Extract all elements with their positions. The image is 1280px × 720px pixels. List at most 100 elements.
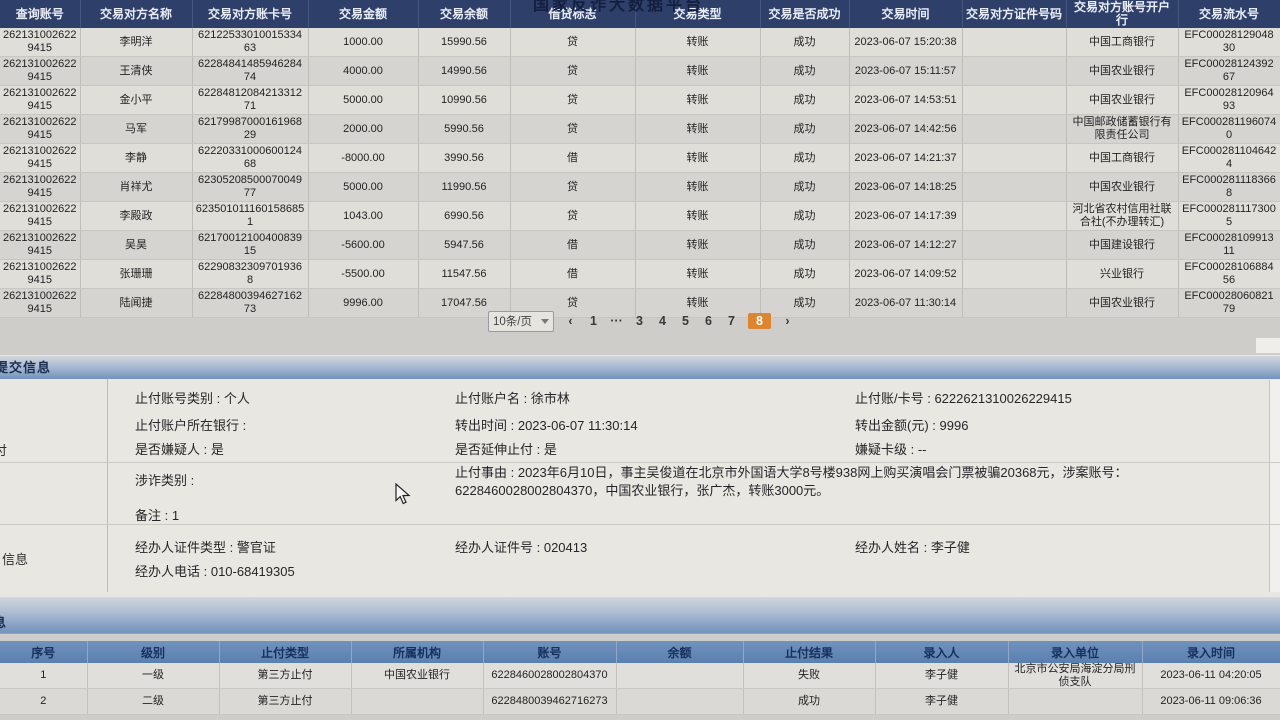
column-header: 止付结果 bbox=[743, 641, 876, 663]
column-header: 交易对方账卡号 bbox=[192, 0, 309, 28]
column-header: 交易是否成功 bbox=[760, 0, 850, 28]
column-header: 交易对方账号开户行 bbox=[1066, 0, 1179, 28]
page-number[interactable]: 5 bbox=[682, 314, 689, 328]
table-row: 2621310026229415 马军 6217998700016196829 … bbox=[0, 114, 1280, 144]
page-number[interactable]: 4 bbox=[659, 314, 666, 328]
cell-counterparty-id bbox=[962, 288, 1067, 318]
field-bank: 止付账户所在银行 : bbox=[135, 418, 247, 433]
cell-level: 二级 bbox=[87, 688, 220, 716]
cell-balance: 5990.56 bbox=[418, 114, 511, 144]
cell-time: 2023-06-07 14:42:56 bbox=[849, 114, 963, 144]
cell-level: 一级 bbox=[87, 663, 220, 690]
page-number[interactable]: 7 bbox=[728, 314, 735, 328]
cell-bank: 中国建设银行 bbox=[1066, 230, 1179, 260]
cell-org bbox=[351, 688, 484, 716]
cell-query-account: 2621310026229415 bbox=[0, 259, 81, 289]
cell-success: 成功 bbox=[760, 230, 850, 260]
cell-debit-credit-flag: 贷 bbox=[510, 56, 636, 86]
page-number[interactable]: 6 bbox=[705, 314, 712, 328]
cell-transaction-type: 转账 bbox=[635, 172, 761, 202]
cell-query-account: 2621310026229415 bbox=[0, 56, 81, 86]
cell-query-account: 2621310026229415 bbox=[0, 172, 81, 202]
field-transfer-amount: 转出金额(元) : 9996 bbox=[855, 418, 969, 433]
table-row: 2621310026229415 张珊珊 622908323097019368 … bbox=[0, 259, 1280, 289]
cell-debit-credit-flag: 借 bbox=[510, 230, 636, 260]
field-operator-name: 经办人姓名 : 李子健 bbox=[855, 540, 970, 555]
cell-transaction-type: 转账 bbox=[635, 288, 761, 318]
cell-success: 成功 bbox=[760, 28, 850, 57]
cell-serial: EFC0002811960740 bbox=[1178, 114, 1280, 144]
page-number[interactable]: 1 bbox=[590, 314, 597, 328]
cell-serial: EFC0002810991311 bbox=[1178, 230, 1280, 260]
page-number[interactable]: ··· bbox=[610, 314, 623, 328]
cell-query-account: 2621310026229415 bbox=[0, 230, 81, 260]
cell-serial: EFC0002812096493 bbox=[1178, 85, 1280, 115]
column-header: 账号 bbox=[483, 641, 617, 663]
cell-success: 成功 bbox=[760, 143, 850, 173]
cell-transaction-type: 转账 bbox=[635, 143, 761, 173]
cell-counterparty-id bbox=[962, 230, 1067, 260]
cell-amount: -5500.00 bbox=[308, 259, 419, 289]
column-header: 级别 bbox=[87, 641, 220, 663]
mouse-cursor bbox=[395, 483, 411, 505]
page-number[interactable]: 3 bbox=[636, 314, 643, 328]
cell-amount: 4000.00 bbox=[308, 56, 419, 86]
cell-counterparty-card: 6217001210040083915 bbox=[192, 230, 309, 260]
cell-query-account: 2621310026229415 bbox=[0, 201, 81, 231]
cell-seq: 2 bbox=[0, 688, 88, 716]
table-row: 1 一级 第三方止付 中国农业银行 6228460028002804370 失败… bbox=[0, 663, 1280, 690]
cell-counterparty-id bbox=[962, 172, 1067, 202]
cell-debit-credit-flag: 贷 bbox=[510, 114, 636, 144]
cell-transaction-type: 转账 bbox=[635, 259, 761, 289]
cell-operator: 李子健 bbox=[875, 688, 1009, 716]
cell-counterparty-name: 李殿政 bbox=[80, 201, 193, 231]
cell-bank: 中国农业银行 bbox=[1066, 56, 1179, 86]
field-stop-reason: 止付事由 : 2023年6月10日，事主吴俊道在北京市外国语大学8号楼938网上… bbox=[455, 465, 1128, 499]
column-header: 交易时间 bbox=[849, 0, 963, 28]
column-header: 所属机构 bbox=[351, 641, 484, 663]
column-header: 录入时间 bbox=[1142, 641, 1280, 663]
scrollbar-corner bbox=[1256, 338, 1280, 353]
cell-balance: 15990.56 bbox=[418, 28, 511, 57]
cell-query-account: 2621310026229415 bbox=[0, 85, 81, 115]
cell-debit-credit-flag: 借 bbox=[510, 143, 636, 173]
cell-amount: -8000.00 bbox=[308, 143, 419, 173]
cell-serial: EFC0002811173005 bbox=[1178, 201, 1280, 231]
cell-counterparty-name: 李明洋 bbox=[80, 28, 193, 57]
cell-account: 6228460028002804370 bbox=[483, 663, 617, 690]
cell-counterparty-name: 金小平 bbox=[80, 85, 193, 115]
cell-counterparty-card: 6217998700016196829 bbox=[192, 114, 309, 144]
cell-counterparty-card: 6230520850007004977 bbox=[192, 172, 309, 202]
cell-counterparty-id bbox=[962, 56, 1067, 86]
column-header: 序号 bbox=[0, 641, 88, 663]
stop-table-header-row: 序号 级别 止付类型 所属机构 账号 余额 止付结果 录入人 录入单位 录入时间 bbox=[0, 641, 1280, 663]
chevron-down-icon bbox=[541, 318, 549, 324]
field-operator-doc-type: 经办人证件类型 : 警官证 bbox=[135, 540, 276, 555]
cell-amount: 1043.00 bbox=[308, 201, 419, 231]
field-account-type: 止付账号类别 : 个人 bbox=[135, 391, 250, 406]
cell-transaction-type: 转账 bbox=[635, 114, 761, 144]
page-number[interactable]: 8 bbox=[748, 313, 771, 329]
cell-counterparty-name: 马军 bbox=[80, 114, 193, 144]
cell-query-account: 2621310026229415 bbox=[0, 114, 81, 144]
cell-counterparty-card: 6228484148594628474 bbox=[192, 56, 309, 86]
scrollbar[interactable] bbox=[1269, 380, 1280, 592]
next-page-button[interactable]: › bbox=[785, 314, 790, 328]
cell-debit-credit-flag: 贷 bbox=[510, 172, 636, 202]
column-header: 录入单位 bbox=[1008, 641, 1143, 663]
cell-time: 2023-06-07 15:20:38 bbox=[849, 28, 963, 57]
submit-info-section-bar: 提交信息 bbox=[0, 355, 1280, 380]
form-row-divider bbox=[0, 462, 1280, 463]
cell-counterparty-id bbox=[962, 259, 1067, 289]
cell-success: 成功 bbox=[760, 288, 850, 318]
transaction-table: 查询账号 交易对方名称 交易对方账卡号 交易金额 交易余额 借贷标志 交易类型 交易是否成功交… bbox=[0, 0, 1280, 318]
prev-page-button[interactable]: ‹ bbox=[568, 314, 573, 328]
cell-unit: 北京市公安局海淀分局刑侦支队 bbox=[1008, 663, 1143, 690]
cell-seq: 1 bbox=[0, 663, 88, 690]
cell-counterparty-name: 王清侠 bbox=[80, 56, 193, 86]
cell-counterparty-name: 张珊珊 bbox=[80, 259, 193, 289]
cell-amount: 1000.00 bbox=[308, 28, 419, 57]
cell-counterparty-id bbox=[962, 201, 1067, 231]
page-size-select[interactable]: 10条/页 bbox=[488, 310, 554, 332]
